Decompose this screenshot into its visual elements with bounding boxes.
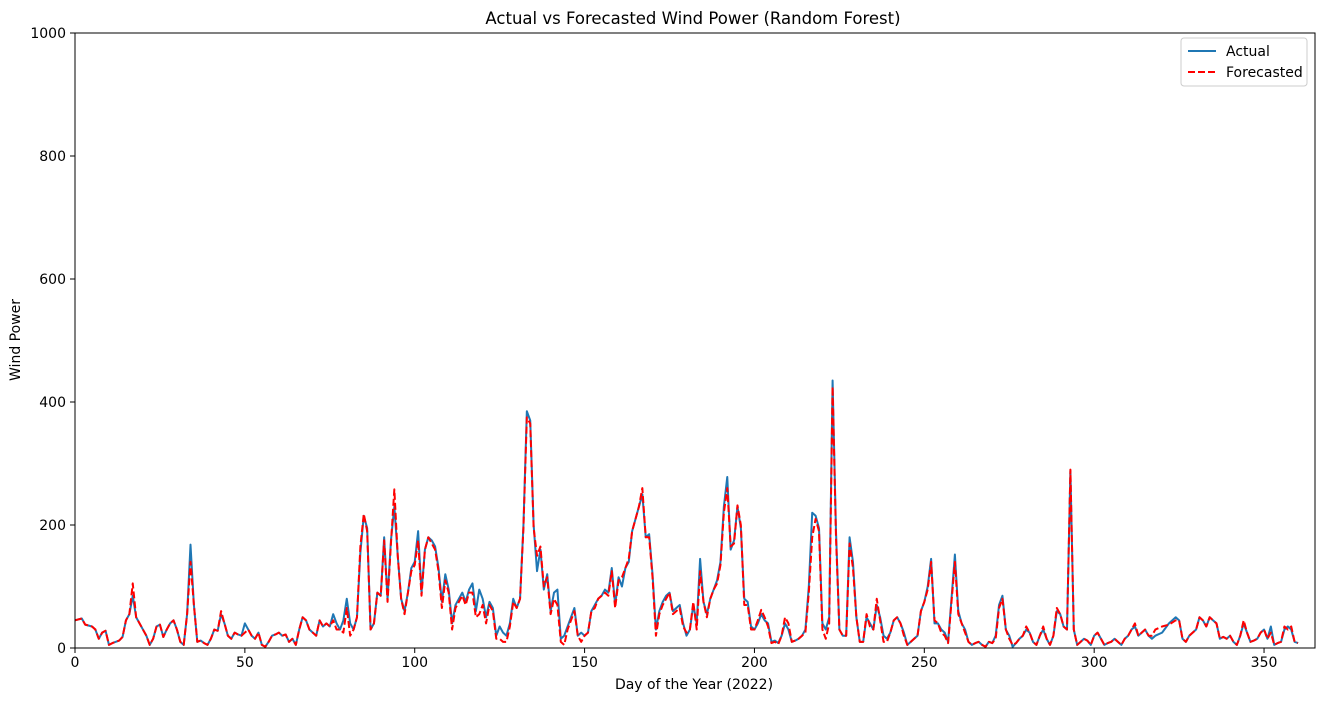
y-tick-label: 600 [39, 272, 66, 288]
chart-title: Actual vs Forecasted Wind Power (Random … [485, 9, 900, 28]
legend-label-forecasted: Forecasted [1226, 65, 1303, 81]
x-tick-label: 150 [571, 655, 598, 671]
x-tick-label: 350 [1251, 655, 1278, 671]
y-tick-label: 800 [39, 149, 66, 165]
x-tick-label: 300 [1081, 655, 1108, 671]
legend: Actual Forecasted [1180, 37, 1308, 87]
y-tick-label: 400 [39, 395, 66, 411]
plot-area [74, 32, 1316, 649]
x-axis-label: Day of the Year (2022) [615, 677, 773, 693]
series-line-forecasted [74, 385, 1299, 648]
y-axis-label: Wind Power [8, 299, 24, 381]
x-axis-ticks: 0 50 100 150 200 250 300 350 [71, 648, 1278, 671]
x-tick-label: 100 [401, 655, 428, 671]
y-tick-label: 0 [57, 641, 66, 657]
y-tick-label: 1000 [30, 26, 66, 42]
legend-label-actual: Actual [1226, 44, 1270, 60]
y-tick-label: 200 [39, 518, 66, 534]
x-tick-label: 50 [236, 655, 254, 671]
plot-frame [74, 32, 1316, 649]
series-layer [74, 379, 1299, 648]
y-axis-ticks: 0 200 400 600 800 1000 [30, 26, 75, 657]
x-tick-label: 250 [911, 655, 938, 671]
x-tick-label: 200 [741, 655, 768, 671]
plot-background [75, 33, 1315, 648]
x-tick-label: 0 [71, 655, 80, 671]
